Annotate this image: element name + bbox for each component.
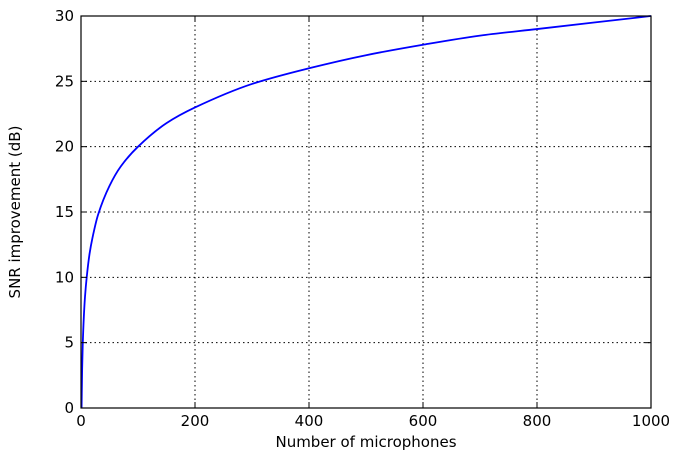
y-tick-label: 0 (64, 399, 74, 417)
x-tick-label: 400 (295, 412, 324, 430)
y-tick-label: 25 (55, 72, 74, 90)
y-tick-label: 15 (55, 203, 74, 221)
x-tick-label: 800 (523, 412, 552, 430)
x-tick-label: 600 (409, 412, 438, 430)
grid (81, 16, 651, 408)
x-axis-label: Number of microphones (275, 433, 456, 451)
y-tick-label: 5 (64, 334, 74, 352)
x-tick-label: 1000 (632, 412, 670, 430)
x-tick-label: 0 (76, 412, 86, 430)
series-layer (80, 15, 652, 409)
ticks (80, 15, 652, 409)
x-tick-label: 200 (181, 412, 210, 430)
y-tick-label: 10 (55, 268, 74, 286)
tick-labels: 0 200 400 600 800 1000 0 5 10 15 20 25 30 (55, 7, 670, 430)
y-tick-label: 20 (55, 138, 74, 156)
y-tick-label: 30 (55, 7, 74, 25)
series-line (80, 15, 652, 409)
y-axis-label: SNR improvement (dB) (6, 126, 24, 299)
